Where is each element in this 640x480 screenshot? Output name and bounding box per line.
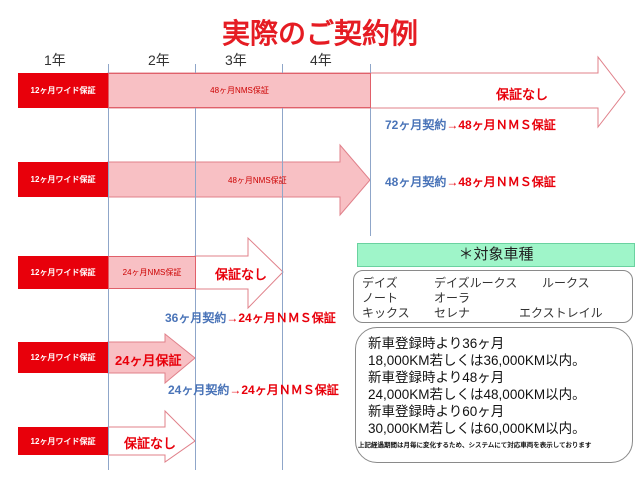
row1-nms-warranty: 48ヶ月NMS保証 [108, 73, 371, 108]
condition-line: 24,000KM若しくは48,000KM以内。 [368, 387, 586, 402]
row4-wide-warranty: 12ヶ月ワイド保証 [18, 342, 108, 373]
contract-term: 36ヶ月契約 [165, 311, 227, 325]
row5-wide-warranty: 12ヶ月ワイド保証 [18, 427, 108, 455]
row2-nms-warranty: 48ヶ月NMS保証 [228, 176, 287, 185]
year-label-3: 3年 [225, 52, 247, 68]
contract-term: 48ヶ月契約 [385, 175, 447, 189]
model-item: ノート [362, 291, 399, 305]
arrow-text: → [446, 118, 459, 132]
row1-no-warranty: 保証なし [496, 87, 549, 102]
arrow-text: → [226, 311, 239, 325]
row3-wide-warranty: 12ヶ月ワイド保証 [18, 256, 108, 289]
contract-term: 24ヶ月契約 [168, 383, 230, 397]
condition-line: 18,000KM若しくは36,000KM以内。 [368, 353, 586, 368]
result-term: 24ヶ月ＮＭＳ保証 [238, 311, 336, 325]
model-item: キックス [362, 306, 410, 320]
conditions-box: 新車登録時より36ヶ月 18,000KM若しくは36,000KM以内。 新車登録… [355, 327, 633, 463]
row4-warranty: 24ヶ月保証 [115, 353, 182, 368]
row5-arrow [107, 409, 196, 463]
row4-arrow [107, 332, 196, 385]
condition-line: 30,000KM若しくは60,000KM以内。 [368, 421, 586, 436]
model-item: オーラ [434, 291, 471, 305]
row1-wide-warranty: 12ヶ月ワイド保証 [18, 73, 108, 108]
condition-line: 新車登録時より48ヶ月 [368, 370, 505, 385]
model-item: デイズルークス [434, 276, 518, 290]
row5-no-warranty: 保証なし [124, 436, 177, 451]
row2-wide-warranty: 12ヶ月ワイド保証 [18, 162, 108, 197]
condition-line: 新車登録時より36ヶ月 [368, 336, 505, 351]
row2-contract: 48ヶ月契約→48ヶ月ＮＭＳ保証 [385, 173, 556, 190]
target-models-list: デイズ デイズルークス ルークス ノート オーラ キックス セレナ エクストレイ… [353, 270, 633, 323]
target-models-heading: ＊対象車種 [357, 243, 635, 267]
model-item: ルークス [542, 276, 590, 290]
condition-line: 新車登録時より60ヶ月 [368, 404, 505, 419]
row4-contract: 24ヶ月契約→24ヶ月ＮＭＳ保証 [168, 381, 339, 398]
contract-term: 72ヶ月契約 [385, 118, 447, 132]
row3-no-warranty: 保証なし [215, 267, 268, 282]
row3-nms-warranty: 24ヶ月NMS保証 [108, 256, 196, 289]
result-term: 24ヶ月ＮＭＳ保証 [241, 383, 339, 397]
conditions-note: 上記経過期間は月毎に変化するため、システムにて対応車両を表示しております [358, 442, 592, 449]
arrow-text: → [229, 383, 242, 397]
year-label-4: 4年 [310, 52, 332, 68]
year-divider-3 [282, 64, 283, 470]
row3-arrow [194, 236, 284, 310]
model-item: エクストレイル [519, 306, 603, 320]
arrow-text: → [446, 175, 459, 189]
result-term: 48ヶ月ＮＭＳ保証 [458, 175, 556, 189]
row1-contract: 72ヶ月契約→48ヶ月ＮＭＳ保証 [385, 116, 556, 133]
year-label-1: 1年 [44, 52, 66, 68]
year-label-2: 2年 [148, 52, 170, 68]
model-item: セレナ [434, 306, 471, 320]
result-term: 48ヶ月ＮＭＳ保証 [458, 118, 556, 132]
page-title: 実際のご契約例 [221, 18, 418, 49]
row3-contract: 36ヶ月契約→24ヶ月ＮＭＳ保証 [165, 309, 336, 326]
year-divider-4 [370, 64, 371, 236]
model-item: デイズ [362, 276, 398, 290]
row2-arrow [107, 143, 371, 217]
